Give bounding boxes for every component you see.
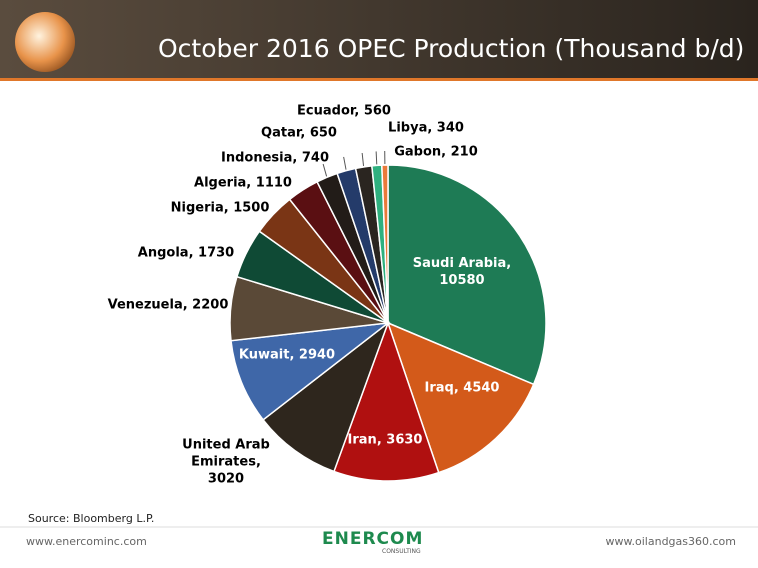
pie-slice xyxy=(386,321,535,474)
data-label: Gabon, 210 xyxy=(394,144,478,160)
data-label: Ecuador, 560 xyxy=(297,103,391,119)
pie-slice xyxy=(387,164,547,386)
data-label: Iran, 3630 xyxy=(347,432,423,448)
data-label: Qatar, 650 xyxy=(261,125,337,141)
pie-slice xyxy=(262,320,390,473)
logo-globe xyxy=(15,12,75,72)
pie xyxy=(229,164,547,482)
data-label: Algeria, 1110 xyxy=(194,175,292,191)
data-label: United Arab Emirates, 3020 xyxy=(182,437,270,487)
footer-logo-sub: CONSULTING xyxy=(382,548,421,555)
data-label: Iraq, 4540 xyxy=(424,380,500,396)
pie-slice xyxy=(381,164,389,324)
leader-line xyxy=(343,156,347,170)
header-rule xyxy=(0,78,758,81)
data-label: Indonesia, 740 xyxy=(221,150,329,166)
data-label: Libya, 340 xyxy=(388,120,464,136)
footer-right: www.oilandgas360.com xyxy=(605,535,736,548)
pie-slice xyxy=(332,320,440,482)
leader-line xyxy=(361,152,365,166)
source: Source: Bloomberg L.P. xyxy=(28,512,155,525)
footer-logo: ENERCOM xyxy=(322,529,424,549)
footer-left: www.enercominc.com xyxy=(26,535,147,548)
leader-line xyxy=(322,163,328,177)
pie-slice xyxy=(230,321,391,421)
header-bar xyxy=(0,0,758,78)
data-label: Nigeria, 1500 xyxy=(170,200,270,216)
data-label: Angola, 1730 xyxy=(137,245,235,261)
data-label: Kuwait, 2940 xyxy=(238,347,336,363)
data-label: Venezuela, 2200 xyxy=(107,297,229,313)
leader-line xyxy=(375,151,378,165)
data-label: Saudi Arabia, 10580 xyxy=(412,256,512,288)
leaders xyxy=(322,151,386,177)
chart-title: October 2016 OPEC Production (Thousand b… xyxy=(158,34,745,63)
